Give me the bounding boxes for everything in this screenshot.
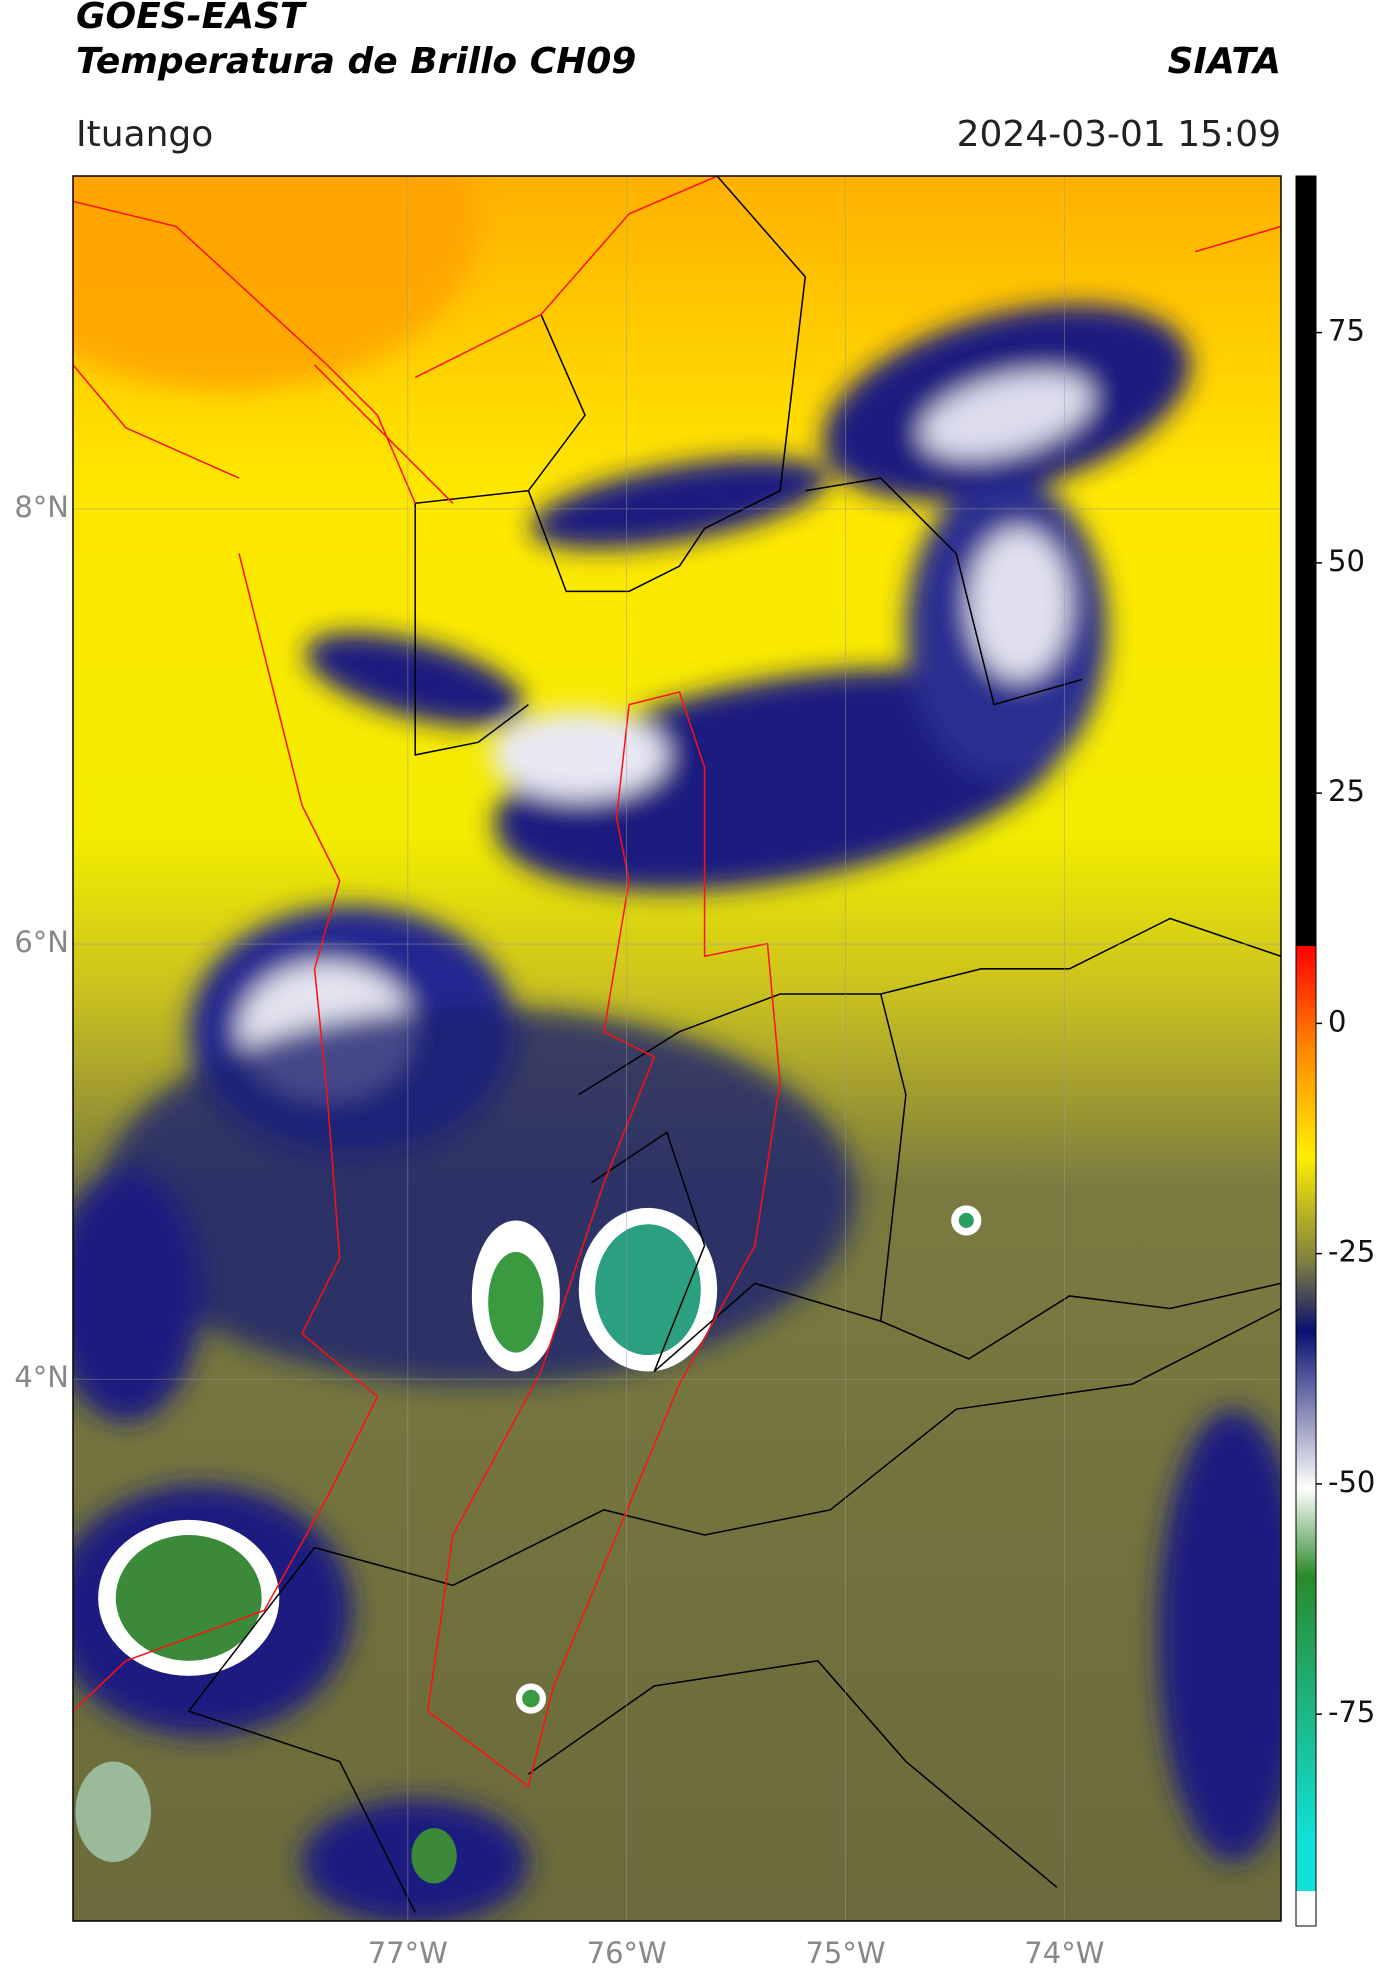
colorbar-tick-label: 75 xyxy=(1328,314,1365,348)
map-frame xyxy=(72,175,1282,1922)
colorbar-tick-label: -75 xyxy=(1328,1695,1375,1729)
subtitle: Temperatura de Brillo CH09 xyxy=(76,41,636,82)
lat-label: 6°N xyxy=(14,925,69,959)
colorbar-tick-label: 25 xyxy=(1328,774,1365,808)
colorbar-tick-label: -25 xyxy=(1328,1235,1375,1269)
colorbar-tick-label: 0 xyxy=(1328,1004,1346,1038)
lat-label: 4°N xyxy=(14,1360,69,1394)
graticule xyxy=(73,176,1281,1921)
datetime: 2024-03-01 15:09 xyxy=(957,114,1281,155)
colorbar xyxy=(1295,175,1317,1927)
colorbar-tick-label: -50 xyxy=(1328,1465,1375,1499)
region: Ituango xyxy=(76,114,213,155)
lon-label: 74°W xyxy=(1024,1936,1104,1970)
colorbar-tick-label: 50 xyxy=(1328,544,1365,578)
lat-label: 8°N xyxy=(14,490,69,524)
lon-label: 77°W xyxy=(368,1936,448,1970)
organization: SIATA xyxy=(1168,41,1281,82)
lon-label: 76°W xyxy=(587,1936,667,1970)
title: GOES-EAST xyxy=(76,0,307,37)
satellite-image xyxy=(73,176,1281,1921)
lon-label: 75°W xyxy=(805,1936,885,1970)
